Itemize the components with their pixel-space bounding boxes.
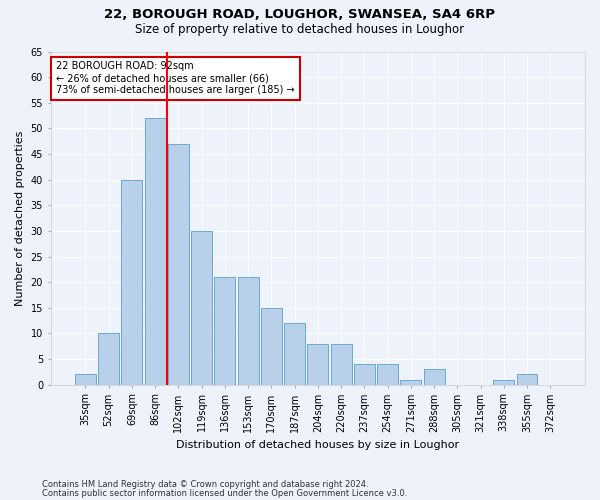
Text: Contains HM Land Registry data © Crown copyright and database right 2024.: Contains HM Land Registry data © Crown c… — [42, 480, 368, 489]
Bar — [121, 180, 142, 384]
Bar — [191, 231, 212, 384]
Bar — [354, 364, 375, 384]
Bar — [307, 344, 328, 384]
X-axis label: Distribution of detached houses by size in Loughor: Distribution of detached houses by size … — [176, 440, 460, 450]
Bar — [238, 277, 259, 384]
Bar — [214, 277, 235, 384]
Bar — [424, 370, 445, 384]
Bar — [261, 308, 282, 384]
Y-axis label: Number of detached properties: Number of detached properties — [15, 130, 25, 306]
Bar — [145, 118, 166, 384]
Bar — [168, 144, 189, 384]
Bar — [75, 374, 96, 384]
Text: Size of property relative to detached houses in Loughor: Size of property relative to detached ho… — [136, 22, 464, 36]
Bar — [493, 380, 514, 384]
Text: 22, BOROUGH ROAD, LOUGHOR, SWANSEA, SA4 6RP: 22, BOROUGH ROAD, LOUGHOR, SWANSEA, SA4 … — [104, 8, 496, 20]
Bar — [517, 374, 538, 384]
Bar — [400, 380, 421, 384]
Bar — [284, 323, 305, 384]
Bar — [377, 364, 398, 384]
Text: Contains public sector information licensed under the Open Government Licence v3: Contains public sector information licen… — [42, 488, 407, 498]
Text: 22 BOROUGH ROAD: 92sqm
← 26% of detached houses are smaller (66)
73% of semi-det: 22 BOROUGH ROAD: 92sqm ← 26% of detached… — [56, 62, 295, 94]
Bar — [98, 334, 119, 384]
Bar — [331, 344, 352, 384]
